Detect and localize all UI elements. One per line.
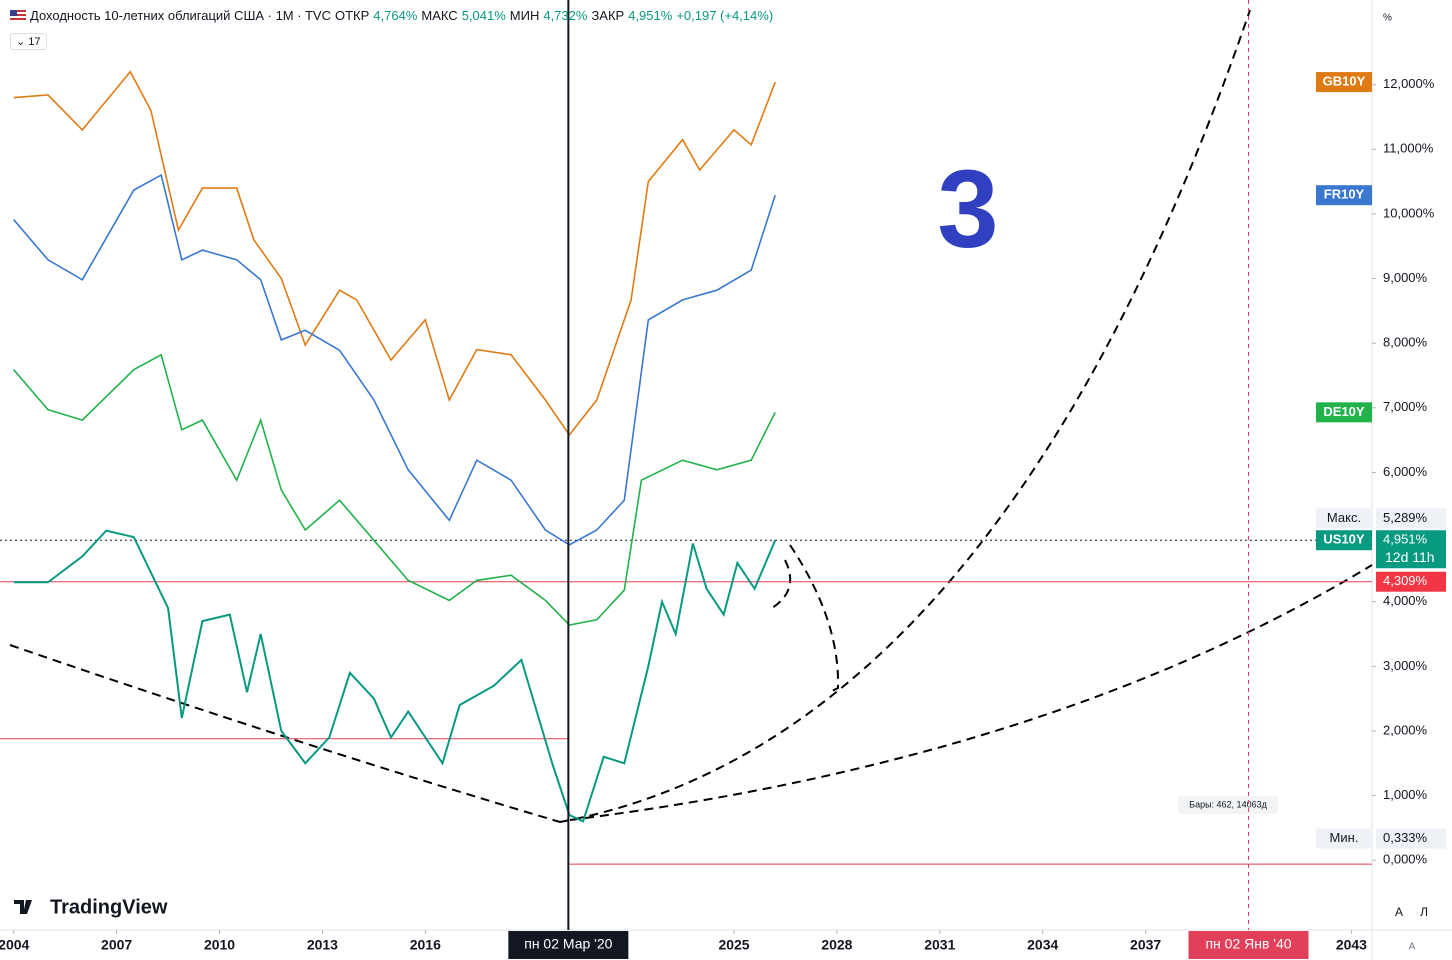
ohlc-value: 4,732% — [543, 8, 588, 23]
button[interactable]: Л — [1420, 905, 1428, 919]
level-tag-label: 4,309% — [1383, 573, 1428, 588]
x-tick-label: 2028 — [821, 937, 852, 953]
countdown: 12d 11h — [1385, 549, 1435, 565]
bars-note-box — [1178, 796, 1278, 814]
series-tag-label: FR10Y — [1324, 187, 1365, 202]
drawings — [9, 9, 1373, 823]
series-tag — [1316, 185, 1372, 206]
dashed-path — [789, 544, 840, 693]
change: +0,197 (+4,14%) — [676, 8, 774, 23]
series-tag-label: GB10Y — [1323, 74, 1366, 89]
dashed-curve — [569, 564, 1373, 821]
x-tick-label: 2037 — [1130, 937, 1161, 953]
series-tag-label: DE10Y — [1323, 404, 1365, 419]
y-tick-label: 6,000% — [1383, 464, 1428, 479]
ohlc-value: 4,951% — [628, 8, 673, 23]
y-tick-label: 8,000% — [1383, 335, 1428, 350]
title: Доходность 10-летних облигаций США · 1M … — [30, 8, 331, 23]
brand: TradingView — [50, 896, 168, 918]
indicator-count[interactable]: ⌄ 17 — [10, 33, 47, 50]
dashed-path — [771, 559, 792, 609]
marker-tag — [1188, 931, 1309, 959]
flag — [10, 10, 26, 21]
x-tick-label: 2016 — [410, 937, 441, 953]
button[interactable]: A — [1395, 905, 1403, 919]
max-name: Макс. — [1327, 510, 1361, 525]
max-tag — [1376, 508, 1446, 529]
series-line — [13, 353, 776, 626]
ohlc-label: ЗАКР — [591, 8, 625, 23]
count: 17 — [28, 36, 41, 48]
y-tick-label: 12,000% — [1383, 76, 1435, 91]
ohlc-label: МАКС — [421, 8, 458, 23]
min-tag-label: 0,333% — [1383, 830, 1428, 845]
x-tick-label: 2034 — [1027, 937, 1058, 953]
min-tag — [1376, 828, 1446, 849]
y-tick-label: 1,000% — [1383, 787, 1428, 802]
y-tick-label: 10,000% — [1383, 205, 1435, 220]
ohlc-value: 4,764% — [373, 8, 418, 23]
y-tick-label: 7,000% — [1383, 399, 1428, 414]
corner-button[interactable]: A — [1409, 942, 1416, 953]
series-line — [13, 529, 777, 823]
series-tag — [1316, 402, 1372, 423]
annotation-number: 3 — [937, 148, 998, 271]
ohlc-value: 5,041% — [461, 8, 506, 23]
series-line — [13, 173, 776, 546]
x-tick-label: 2010 — [204, 937, 235, 953]
max-name-box — [1316, 508, 1372, 529]
last-price-tag — [1376, 530, 1446, 569]
y-tick-label: 11,000% — [1383, 141, 1434, 156]
ohlc-label: МИН — [509, 8, 540, 23]
dashed-curve — [559, 9, 1251, 823]
header: Доходность 10-летних облигаций США · 1M … — [10, 8, 773, 23]
y-tick-label: 2,000% — [1383, 722, 1428, 737]
x-tick-label: 2031 — [924, 937, 955, 953]
crosshair-tag — [508, 931, 629, 959]
x-tick-label: 2007 — [101, 937, 132, 953]
series-tag-label: US10Y — [1323, 532, 1365, 547]
x-tick-label: 2025 — [718, 937, 749, 953]
logo-mark — [14, 900, 32, 914]
last-price-label: 4,951% — [1383, 532, 1428, 547]
min-name-box — [1316, 828, 1372, 849]
dashed-trend — [9, 644, 561, 823]
series-tag — [1316, 72, 1372, 93]
series-line — [13, 70, 776, 437]
min-name: Мин. — [1330, 830, 1359, 845]
crosshair-label: пн 02 Мар '20 — [524, 936, 612, 952]
max-tag-label: 5,289% — [1383, 510, 1428, 525]
y-tick-label: 0,000% — [1383, 852, 1428, 867]
bars-note: Бары: 462, 14063д — [1189, 799, 1267, 809]
level-tag — [1376, 571, 1446, 592]
axis-unit: % — [1383, 13, 1392, 24]
ohlc-label: ОТКР — [334, 8, 370, 23]
series-tag — [1316, 530, 1372, 551]
x-tick-label: 2004 — [0, 937, 30, 953]
y-tick-label: 4,000% — [1383, 593, 1428, 608]
x-tick-label: 2043 — [1336, 937, 1367, 953]
y-tick-label: 3,000% — [1383, 658, 1428, 673]
marker-label: пн 02 Янв '40 — [1205, 936, 1291, 952]
y-tick-label: 9,000% — [1383, 270, 1428, 285]
x-tick-label: 2013 — [307, 937, 338, 953]
